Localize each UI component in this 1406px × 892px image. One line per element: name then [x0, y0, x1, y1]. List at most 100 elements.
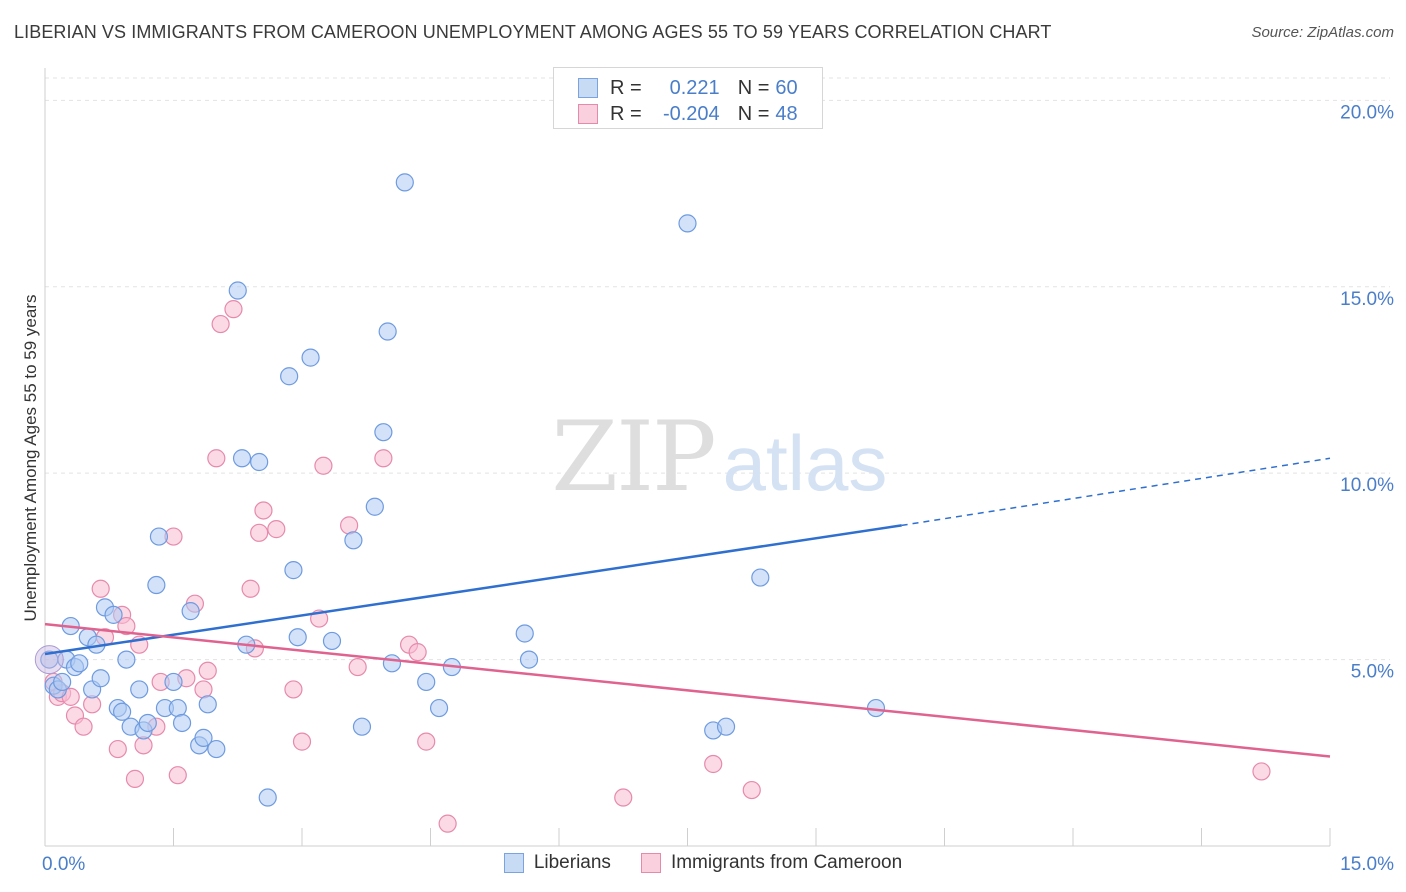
data-point-liberians — [228, 281, 247, 300]
data-point-liberians — [365, 497, 384, 516]
legend-r-label: R = — [610, 76, 642, 99]
data-point-liberians — [417, 672, 436, 692]
source-label: Source: ZipAtlas.com — [1251, 24, 1394, 41]
data-point-liberians — [172, 713, 192, 733]
grid-lines — [45, 77, 1390, 661]
data-point-cameroon — [614, 788, 633, 807]
data-point-liberians — [232, 449, 252, 468]
data-point-liberians — [322, 631, 342, 651]
trend-line-cameroon — [44, 622, 1331, 758]
data-point-cameroon — [168, 766, 187, 785]
legend-item-cameroon[interactable]: Immigrants from Cameroon — [640, 852, 903, 874]
data-point-liberians — [519, 650, 539, 669]
legend-label-cameroon: Immigrants from Cameroon — [670, 852, 903, 873]
y-tick-label: 10.0% — [1340, 475, 1394, 496]
y-axis-label: Unemployment Among Ages 55 to 59 years — [21, 295, 40, 622]
data-point-cameroon — [198, 661, 217, 680]
data-point-cameroon — [742, 780, 761, 800]
data-point-liberians — [194, 728, 213, 747]
data-point-cameroon — [74, 717, 93, 736]
data-point-cameroon — [125, 769, 145, 788]
data-point-cameroon — [91, 579, 110, 598]
data-point-liberians — [429, 698, 449, 718]
data-point-cameroon — [284, 680, 303, 699]
legend-swatch-blue — [503, 853, 524, 873]
data-point-liberians — [181, 602, 200, 621]
data-point-cameroon — [1252, 762, 1271, 781]
legend-r-value: 0.221 — [669, 76, 720, 99]
series-legend: Liberians Immigrants from Cameroon — [0, 852, 1406, 874]
data-point-liberians — [374, 423, 393, 442]
legend-row-cameroon: R = -0.204 N = 48 — [578, 101, 798, 127]
stats-legend: R = 0.221 N = 60 R = -0.204 N = 48 — [553, 67, 823, 129]
legend-r-label: R = — [610, 102, 642, 125]
data-point-liberians — [117, 650, 136, 669]
trend-lines — [44, 457, 1331, 758]
data-point-liberians — [344, 531, 363, 550]
data-point-liberians — [130, 680, 149, 699]
data-point-liberians — [301, 348, 320, 367]
data-point-liberians — [250, 452, 269, 472]
data-point-liberians — [378, 322, 397, 341]
data-point-liberians — [352, 717, 372, 736]
data-point-liberians — [91, 669, 110, 688]
data-point-liberians — [515, 624, 534, 643]
data-point-liberians — [147, 575, 166, 595]
axes — [44, 68, 1331, 847]
data-point-cameroon — [348, 657, 367, 677]
data-point-cameroon — [314, 456, 333, 475]
data-point-liberians — [382, 654, 402, 673]
x-tick-label: 15.0% — [1340, 854, 1394, 875]
tick-labels: 5.0% 10.0% 15.0% 20.0% 0.0% 15.0% — [42, 102, 1394, 875]
data-point-cameroon — [250, 523, 269, 542]
data-point-liberians — [751, 568, 770, 587]
data-point-cameroon — [254, 501, 273, 520]
y-tick-label: 15.0% — [1340, 289, 1394, 310]
legend-row-liberians: R = 0.221 N = 60 — [578, 75, 798, 101]
data-point-cameroon — [408, 643, 427, 662]
series-liberians-points — [34, 173, 886, 807]
watermark-atlas: atlas — [723, 419, 888, 507]
data-point-cameroon — [340, 516, 359, 535]
trend-line-liberians — [44, 524, 902, 656]
data-point-liberians — [164, 672, 183, 692]
data-point-cameroon — [267, 520, 286, 539]
data-point-cameroon — [438, 814, 457, 833]
data-point-liberians — [284, 561, 303, 580]
data-point-liberians — [678, 214, 697, 233]
y-tick-label: 5.0% — [1351, 662, 1394, 683]
chart-title: LIBERIAN VS IMMIGRANTS FROM CAMEROON UNE… — [14, 22, 1052, 42]
data-point-liberians — [112, 702, 132, 721]
data-point-liberians — [104, 605, 123, 624]
data-point-overlap — [34, 645, 64, 675]
legend-swatch-pink — [640, 853, 661, 873]
data-point-cameroon — [241, 579, 260, 598]
trend-line-liberians-extension — [901, 457, 1331, 527]
data-point-liberians — [716, 717, 736, 736]
watermark: ZIP atlas — [551, 401, 887, 513]
legend-n-label: N = — [737, 76, 770, 99]
data-point-liberians — [70, 654, 89, 673]
data-point-cameroon — [211, 314, 230, 334]
data-point-cameroon — [292, 732, 312, 751]
data-point-liberians — [207, 739, 226, 759]
data-point-liberians — [288, 628, 307, 647]
data-point-liberians — [280, 367, 299, 386]
data-point-cameroon — [207, 449, 226, 468]
y-tick-label: 20.0% — [1340, 102, 1394, 123]
x-tick-label: 0.0% — [42, 854, 85, 875]
legend-swatch-pink — [578, 104, 598, 124]
data-point-liberians — [198, 695, 217, 714]
data-point-cameroon — [704, 754, 723, 774]
data-point-cameroon — [224, 300, 243, 319]
series-cameroon-points — [44, 300, 1271, 833]
data-point-cameroon — [374, 449, 393, 468]
data-point-liberians — [149, 527, 169, 546]
legend-item-liberians[interactable]: Liberians — [503, 852, 611, 874]
data-point-cameroon — [117, 616, 136, 636]
legend-n-value: 60 — [775, 76, 798, 99]
legend-swatch-blue — [578, 78, 598, 98]
data-point-liberians — [258, 788, 277, 807]
data-point-liberians — [138, 713, 157, 733]
